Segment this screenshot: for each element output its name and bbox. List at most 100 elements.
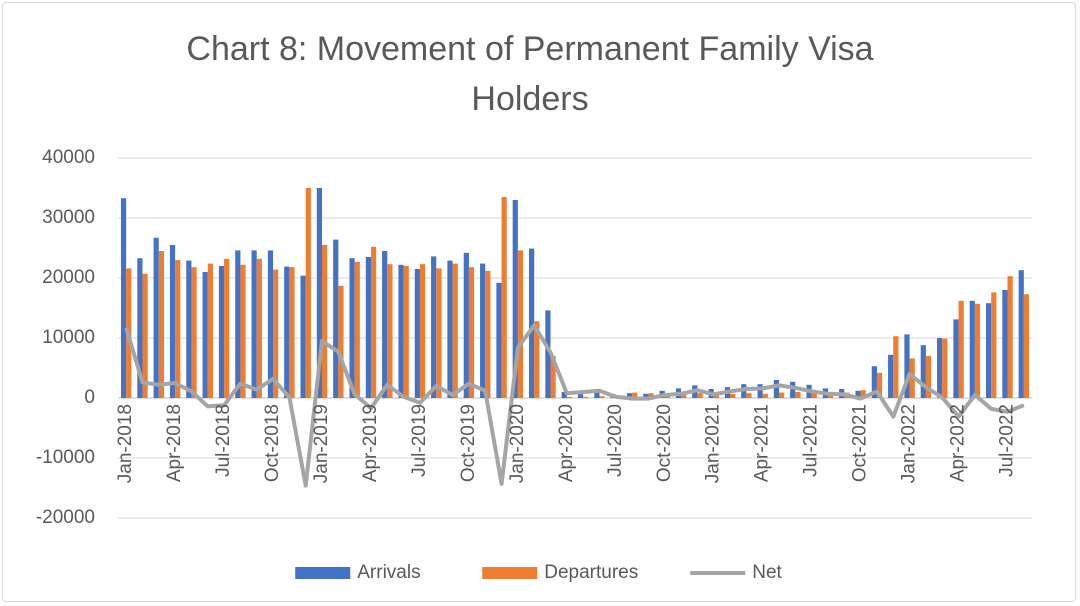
- bar: [577, 390, 584, 398]
- bar: [240, 264, 246, 398]
- bar: [991, 292, 997, 398]
- bar: [387, 264, 393, 398]
- x-tick-label: Jan-2021: [703, 404, 724, 483]
- bar: [648, 393, 654, 398]
- x-tick-label: Apr-2019: [360, 404, 381, 482]
- bar: [528, 248, 535, 398]
- bar: [762, 393, 768, 398]
- bar: [338, 285, 344, 398]
- line-series: [124, 323, 1025, 488]
- bar: [893, 336, 899, 398]
- x-tick-label: Apr-2018: [164, 404, 185, 482]
- bar: [224, 258, 230, 398]
- bar: [1002, 290, 1008, 398]
- bar: [468, 267, 475, 398]
- x-tick-label: Jul-2020: [605, 404, 626, 477]
- x-tick-label: Jan-2019: [311, 404, 332, 483]
- y-tick-label: -10000: [36, 447, 95, 468]
- bar: [316, 188, 323, 398]
- bar: [958, 300, 964, 398]
- legend-swatch: [482, 567, 538, 579]
- x-tick-label: Oct-2021: [850, 404, 871, 482]
- bar: [1007, 276, 1013, 398]
- x-tick-label: Oct-2018: [262, 404, 283, 482]
- bar: [354, 261, 360, 398]
- bar: [561, 392, 567, 398]
- bar: [626, 393, 633, 398]
- x-tick-label: Jul-2022: [997, 404, 1018, 477]
- bar: [773, 380, 780, 398]
- bar: [452, 263, 458, 398]
- y-tick-label: 10000: [42, 327, 95, 348]
- x-tick-label: Oct-2019: [458, 404, 479, 482]
- bar: [202, 272, 208, 398]
- bar: [876, 372, 883, 398]
- bar: [191, 267, 197, 398]
- bar: [501, 197, 507, 398]
- bar: [757, 384, 763, 398]
- chart-title: Chart 8: Movement of Permanent Family Vi…: [186, 30, 874, 118]
- bar: [779, 392, 785, 398]
- bar: [512, 200, 518, 398]
- bar: [888, 354, 894, 398]
- bar: [431, 256, 437, 398]
- y-tick-label: 20000: [42, 267, 95, 288]
- bar: [267, 250, 274, 398]
- bar: [153, 237, 159, 398]
- bar: [681, 392, 687, 398]
- legend-label: Arrivals: [357, 562, 420, 583]
- bar: [289, 267, 295, 398]
- bar: [974, 303, 981, 398]
- bar: [305, 188, 311, 398]
- bar: [795, 392, 801, 398]
- bar: [599, 396, 605, 398]
- bar: [985, 303, 992, 398]
- y-tick-label: 30000: [42, 207, 95, 228]
- bar: [235, 250, 241, 398]
- bar: [414, 269, 420, 398]
- bar: [169, 245, 176, 398]
- bar: [942, 338, 948, 398]
- bar: [186, 260, 192, 398]
- bar: [811, 391, 817, 398]
- bar: [632, 392, 638, 398]
- bar: [730, 393, 736, 398]
- x-tick-label: Oct-2020: [654, 404, 675, 482]
- bar: [517, 250, 524, 398]
- bar: [175, 260, 181, 398]
- bar: [545, 310, 551, 398]
- bar: [398, 264, 404, 398]
- bar: [855, 390, 861, 398]
- bar: [904, 334, 910, 398]
- bar: [447, 260, 453, 398]
- bar: [349, 258, 355, 398]
- bar: [746, 393, 752, 398]
- legend-label: Net: [752, 562, 782, 583]
- x-tick-label: Jan-2018: [115, 404, 136, 483]
- bar: [256, 258, 262, 398]
- bar: [969, 300, 975, 398]
- x-tick-label: Apr-2022: [948, 404, 969, 482]
- x-tick-label: Apr-2020: [556, 404, 577, 482]
- bar: [643, 393, 649, 398]
- bar: [534, 321, 540, 398]
- bar: [284, 266, 290, 398]
- bar: [871, 366, 877, 398]
- bar: [436, 268, 442, 398]
- bar: [594, 389, 600, 398]
- bar: [382, 251, 388, 398]
- bar: [566, 396, 573, 398]
- bar: [419, 264, 426, 398]
- bar: [697, 393, 703, 398]
- bar: [365, 257, 371, 398]
- bar: [860, 390, 866, 398]
- x-tick-label: Jan-2022: [899, 404, 920, 483]
- bar: [251, 250, 257, 398]
- bar: [937, 338, 943, 398]
- bar: [137, 258, 143, 398]
- bar: [158, 251, 165, 398]
- x-tick-label: Jan-2020: [507, 404, 528, 483]
- bar: [120, 198, 127, 398]
- y-tick-label: -20000: [36, 507, 95, 528]
